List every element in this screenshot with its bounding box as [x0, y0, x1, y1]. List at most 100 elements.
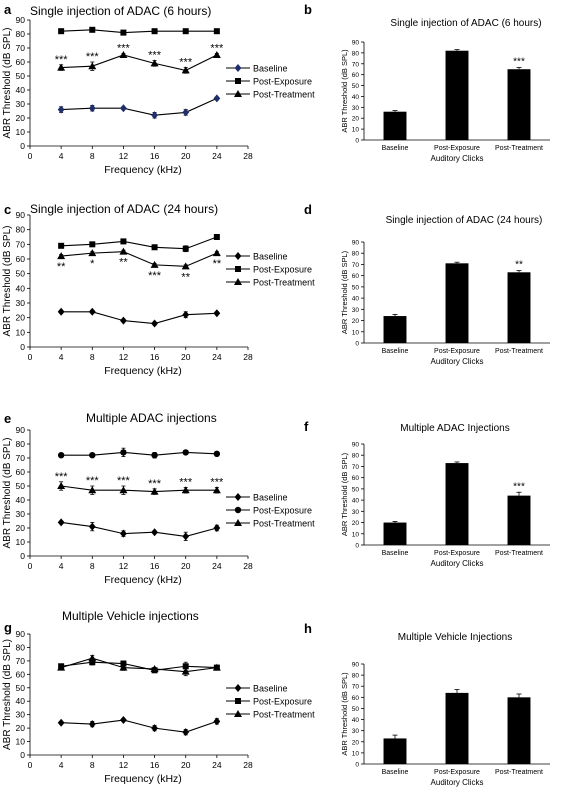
data-point — [182, 310, 190, 319]
y-tick-label: 10 — [16, 537, 26, 547]
significance-annotation: *** — [179, 476, 193, 488]
y-tick-label: 80 — [16, 439, 26, 449]
data-point — [212, 51, 221, 58]
x-tick-label: 0 — [28, 561, 33, 571]
y-tick-label: 50 — [352, 706, 360, 713]
series-line — [61, 661, 217, 671]
significance-annotation: *** — [513, 481, 525, 492]
y-tick-label: 10 — [16, 737, 26, 747]
bar — [445, 463, 469, 545]
panel-letter: f — [304, 419, 309, 434]
y-tick-label: 90 — [352, 442, 360, 449]
y-tick-label: 80 — [16, 29, 26, 39]
data-point — [151, 244, 158, 251]
x-tick-label: 24 — [212, 561, 222, 571]
x-tick-label: 12 — [119, 561, 129, 571]
y-tick-label: 50 — [352, 83, 360, 90]
data-point — [119, 247, 128, 255]
y-tick-label: 20 — [16, 523, 26, 533]
x-tick-label: 4 — [59, 561, 64, 571]
legend: Baseline Post-Exposure Post-Treatment — [226, 64, 315, 100]
y-tick-label: 90 — [352, 40, 360, 47]
y-tick-label: 90 — [16, 210, 26, 220]
y-tick-label: 0 — [355, 762, 359, 769]
data-point — [89, 241, 96, 248]
data-point — [182, 532, 190, 541]
significance-annotation: *** — [117, 43, 131, 55]
y-axis-label: ABR Threshold (dB SPL) — [2, 28, 13, 139]
series-post-treatment — [57, 247, 221, 270]
category-label: Post-Treatment — [495, 348, 543, 355]
significance-annotation: *** — [86, 51, 100, 63]
data-point — [151, 28, 158, 35]
category-label: Baseline — [382, 550, 409, 557]
y-tick-label: 20 — [16, 313, 26, 323]
y-tick-label: 40 — [16, 696, 26, 706]
legend-label: Post-Treatment — [253, 90, 315, 100]
panel-letter: d — [304, 202, 312, 217]
data-point — [57, 63, 66, 71]
chart-title: Multiple ADAC Injections — [400, 423, 510, 434]
data-point — [57, 452, 65, 459]
data-point — [88, 249, 97, 257]
y-tick-label: 60 — [16, 254, 26, 264]
y-tick-label: 30 — [352, 307, 360, 314]
y-axis-label: ABR Threshold (dB SPL) — [340, 452, 349, 536]
legend-marker — [235, 266, 241, 272]
data-point — [57, 252, 66, 260]
category-label: Baseline — [382, 769, 409, 776]
y-tick-label: 40 — [16, 495, 26, 505]
data-point — [120, 29, 127, 36]
data-point — [150, 59, 159, 67]
y-tick-label: 10 — [352, 127, 360, 134]
y-tick-label: 80 — [16, 225, 26, 235]
chart-title: Single injection of ADAC (6 hours) — [30, 4, 211, 18]
significance-annotation: *** — [179, 57, 193, 69]
y-tick-label: 20 — [16, 113, 26, 123]
legend-label: Post-Exposure — [253, 77, 312, 87]
significance-annotation: *** — [55, 54, 69, 66]
category-label: Post-Treatment — [495, 550, 543, 557]
x-tick-label: 8 — [90, 760, 95, 770]
significance-annotation: *** — [210, 43, 224, 55]
y-tick-label: 40 — [16, 85, 26, 95]
x-tick-label: 4 — [59, 352, 64, 362]
data-point — [88, 307, 96, 316]
category-label: Post-Treatment — [495, 145, 543, 152]
significance-annotation: * — [90, 258, 95, 270]
data-point — [57, 718, 65, 727]
series-line — [61, 236, 218, 250]
data-point — [151, 528, 158, 537]
bar-chart-f: f Multiple ADAC Injections 0 10 20 30 40 50 60 70… — [304, 419, 550, 568]
data-point — [89, 452, 96, 459]
y-tick-label: 80 — [352, 50, 360, 57]
data-point — [119, 486, 128, 494]
data-point — [150, 487, 159, 495]
x-tick-label: 28 — [243, 352, 253, 362]
y-tick-label: 80 — [352, 673, 360, 680]
x-tick-label: 12 — [119, 151, 129, 161]
y-tick-label: 50 — [16, 269, 26, 279]
data-point — [151, 319, 158, 328]
y-tick-label: 70 — [16, 239, 26, 249]
y-tick-label: 10 — [352, 329, 360, 336]
y-tick-label: 70 — [352, 262, 360, 269]
chart-title: Multiple Vehicle Injections — [398, 632, 513, 643]
data-point — [182, 663, 189, 670]
x-tick-label: 4 — [59, 760, 64, 770]
data-point — [213, 717, 221, 726]
data-point — [151, 111, 158, 120]
y-tick-label: 70 — [352, 61, 360, 68]
panel-letter: h — [304, 621, 312, 636]
legend-marker — [234, 252, 242, 260]
x-axis-label: Frequency (kHz) — [104, 365, 182, 377]
data-point — [119, 663, 128, 671]
y-axis-label: ABR Threshold (dB SPL) — [2, 226, 13, 337]
series-line — [61, 719, 218, 733]
bar — [445, 692, 469, 764]
y-tick-label: 30 — [16, 509, 26, 519]
y-tick-label: 30 — [352, 509, 360, 516]
